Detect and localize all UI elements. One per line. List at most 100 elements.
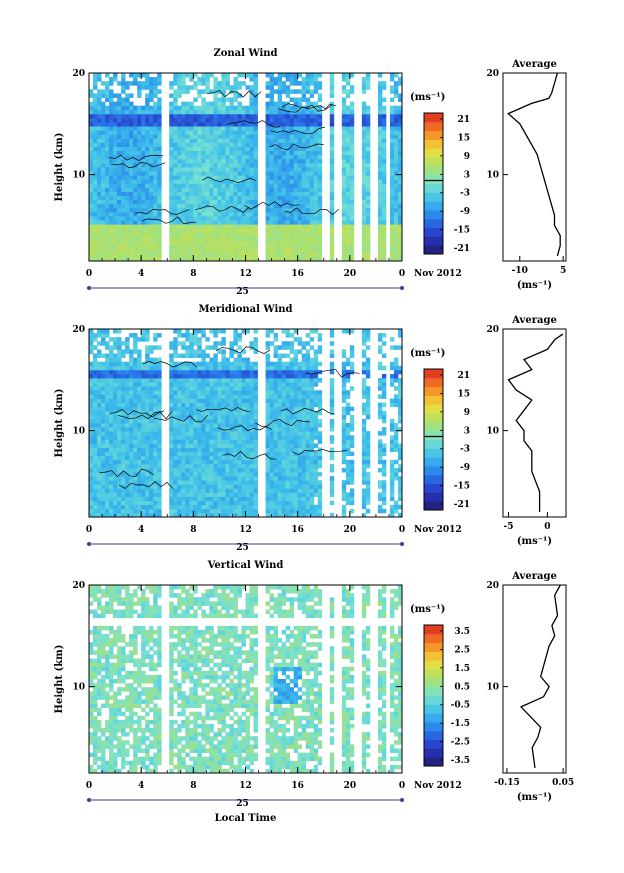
heatmap-cell: [221, 199, 226, 205]
heatmap-cell: [229, 484, 234, 489]
heatmap-cell: [113, 240, 118, 246]
heatmap-cell: [301, 122, 307, 127]
heatmap-cell: [109, 357, 114, 363]
heatmap-cell: [97, 195, 102, 201]
heatmap-cell: [117, 476, 122, 481]
heatmap-cell: [141, 406, 146, 412]
heatmap-cell: [93, 353, 98, 359]
heatmap-cell: [245, 508, 250, 514]
heatmap-cell: [349, 162, 355, 168]
heatmap-cell: [269, 508, 274, 514]
heatmap-cell: [181, 365, 186, 371]
heatmap-cell: [89, 130, 94, 135]
heatmap-cell: [277, 496, 283, 502]
heatmap-cell: [109, 175, 114, 180]
heatmap-cell: [89, 240, 94, 246]
heatmap-cell: [157, 248, 162, 254]
heatmap-cell: [197, 418, 202, 424]
heatmap-cell: [225, 167, 230, 172]
heatmap-cell: [233, 191, 238, 197]
heatmap-cell: [241, 199, 246, 205]
heatmap-cell: [393, 195, 399, 201]
heatmap-cell: [213, 329, 218, 334]
heatmap-cell: [293, 146, 299, 152]
heatmap-cell: [189, 378, 194, 383]
heatmap-cell: [221, 244, 226, 250]
heatmap-cell: [205, 187, 210, 192]
heatmap-cell: [169, 439, 174, 444]
heatmap-cell: [245, 179, 250, 184]
heatmap-cell: [197, 386, 202, 391]
heatmap-cell: [281, 476, 287, 481]
heatmap-cell: [145, 199, 150, 205]
heatmap-cell: [185, 492, 190, 497]
heatmap-cell: [229, 345, 234, 350]
heatmap-cell: [113, 463, 118, 469]
heatmap-cell: [177, 248, 182, 254]
heatmap-cell: [133, 500, 138, 506]
heatmap-cell: [117, 122, 122, 127]
heatmap-cell: [341, 85, 347, 90]
heatmap-cell: [197, 203, 202, 209]
heatmap-cell: [253, 418, 258, 424]
date-marker: [87, 286, 91, 290]
heatmap-cell: [253, 386, 258, 391]
heatmap-cell: [197, 175, 202, 180]
heatmap-cell: [269, 162, 274, 168]
heatmap-cell: [281, 353, 287, 359]
heatmap-cell: [397, 256, 403, 262]
heatmap-cell: [241, 240, 246, 246]
heatmap-cell: [213, 220, 218, 225]
heatmap-cell: [381, 158, 387, 164]
heatmap-cell: [233, 402, 238, 408]
heatmap-cell: [249, 414, 254, 420]
heatmap-cell: [197, 93, 202, 98]
heatmap-cell: [189, 365, 194, 371]
heatmap-cell: [225, 423, 230, 428]
heatmap-cell: [289, 463, 295, 469]
heatmap-cell: [145, 463, 150, 469]
heatmap-cell: [225, 171, 230, 176]
heatmap-cell: [205, 361, 210, 367]
heatmap-cell: [201, 244, 206, 250]
heatmap-cell: [365, 236, 371, 241]
heatmap-cell: [185, 496, 190, 502]
heatmap-cell: [313, 154, 319, 160]
heatmap-cell: [113, 220, 118, 225]
heatmap-cell: [225, 512, 230, 518]
heatmap-cell: [297, 232, 303, 237]
heatmap-cell: [141, 216, 146, 221]
heatmap-cell: [173, 256, 178, 262]
heatmap-cell: [133, 232, 138, 237]
heatmap-cell: [129, 228, 134, 233]
heatmap-cell: [293, 406, 299, 412]
heatmap-cell: [201, 496, 206, 502]
heatmap-cell: [113, 500, 118, 506]
heatmap-cell: [153, 369, 158, 375]
heatmap-cell: [177, 378, 182, 383]
heatmap-cell: [181, 203, 186, 209]
heatmap-cell: [349, 179, 355, 184]
heatmap-cell: [169, 410, 174, 416]
heatmap-cell: [105, 158, 110, 164]
heatmap-cell: [225, 463, 230, 469]
heatmap-cell: [197, 492, 202, 497]
heatmap-cell: [305, 244, 311, 250]
heatmap-cell: [365, 199, 371, 205]
heatmap-cell: [109, 248, 114, 254]
heatmap-cell: [173, 179, 178, 184]
heatmap-cell: [217, 451, 222, 457]
heatmap-cell: [141, 199, 146, 205]
heatmap-cell: [313, 211, 319, 217]
heatmap-cell: [289, 130, 295, 135]
heatmap-cell: [289, 162, 295, 168]
heatmap-cell: [89, 378, 94, 383]
heatmap-cell: [229, 138, 234, 143]
heatmap-cell: [181, 423, 186, 428]
heatmap-cell: [305, 154, 311, 160]
heatmap-cell: [93, 130, 98, 135]
heatmap-cell: [89, 443, 94, 448]
heatmap-cell: [109, 126, 114, 131]
heatmap-cell: [349, 191, 355, 197]
heatmap-cell: [381, 171, 387, 176]
